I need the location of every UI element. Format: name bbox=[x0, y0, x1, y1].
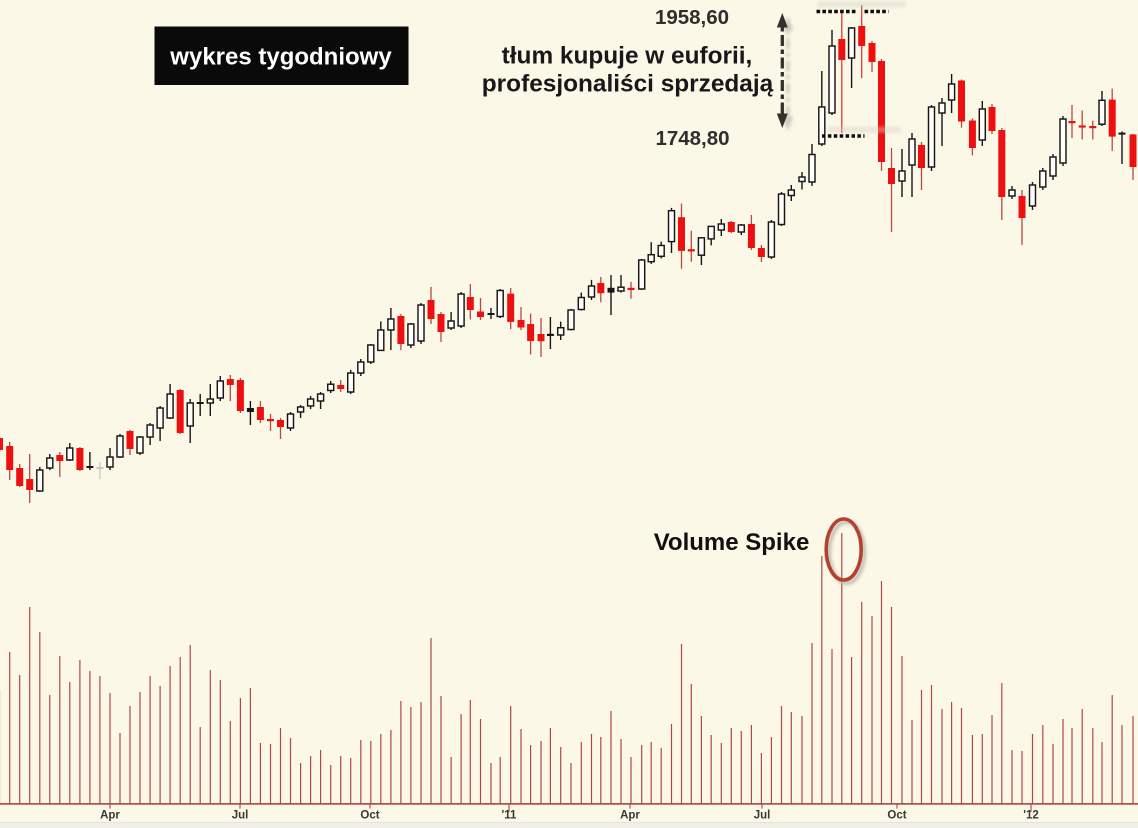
svg-text:Jul: Jul bbox=[232, 810, 249, 822]
svg-text:Oct: Oct bbox=[887, 810, 906, 822]
svg-text:profesjonaliści sprzedają: profesjonaliści sprzedają bbox=[482, 71, 774, 98]
svg-text:1958,60: 1958,60 bbox=[655, 6, 729, 29]
svg-text:1748,80: 1748,80 bbox=[655, 127, 729, 150]
svg-text:'12: '12 bbox=[1023, 810, 1039, 822]
svg-text:Apr: Apr bbox=[100, 810, 120, 822]
svg-text:Jul: Jul bbox=[754, 810, 771, 822]
svg-text:'11: '11 bbox=[502, 810, 517, 822]
svg-text:wykres tygodniowy: wykres tygodniowy bbox=[169, 44, 392, 71]
svg-text:Apr: Apr bbox=[620, 810, 640, 822]
svg-text:Oct: Oct bbox=[360, 810, 379, 822]
svg-text:Volume Spike: Volume Spike bbox=[654, 529, 810, 556]
svg-text:tłum kupuje w euforii,: tłum kupuje w euforii, bbox=[502, 43, 753, 70]
